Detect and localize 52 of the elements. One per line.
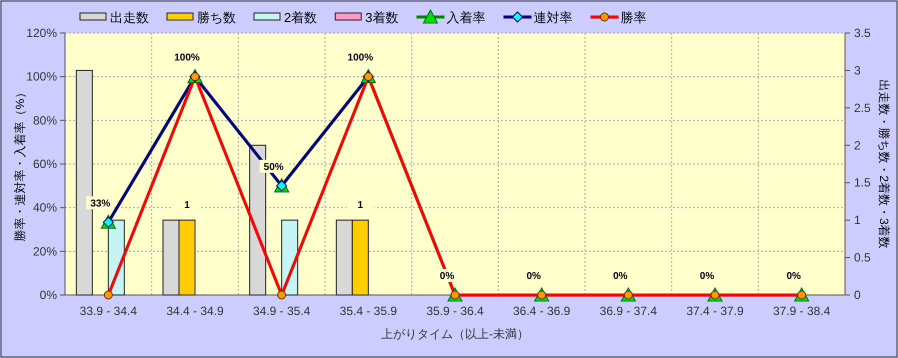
- data-label: 50%: [264, 162, 284, 173]
- x-tick-label: 35.4 - 35.9: [340, 304, 398, 318]
- legend-item: 入着率: [416, 8, 486, 25]
- legend-item: 勝ち数: [166, 10, 236, 25]
- data-label: 100%: [348, 52, 374, 64]
- y-axis-title: 勝率・連対率・入着率（%）: [13, 86, 27, 242]
- legend-item: 出走数: [80, 10, 149, 25]
- y-tick-label: 120%: [26, 26, 58, 40]
- legend-item: 3着数: [334, 10, 398, 25]
- y-tick-label: 20%: [32, 244, 58, 258]
- x-tick-label: 34.4 - 34.9: [166, 304, 224, 318]
- y2-tick-label: 0: [854, 288, 861, 302]
- y-tick-label: 80%: [32, 113, 58, 128]
- legend-label: 勝率: [620, 10, 646, 25]
- data-label: 33%: [90, 198, 110, 210]
- x-tick-label: 35.9 - 36.4: [426, 304, 484, 318]
- x-axis-title: 上がりタイム（以上-未満）: [381, 327, 529, 341]
- data-label: 0%: [526, 271, 541, 282]
- legend-label: 入着率: [446, 10, 486, 25]
- y2-tick-label: 1: [854, 213, 861, 228]
- y-tick-label: 60%: [32, 157, 58, 171]
- data-label: 0%: [440, 271, 454, 282]
- y-tick-label: 100%: [26, 70, 58, 84]
- legend-label: 出走数: [110, 10, 149, 25]
- data-label: 0%: [700, 271, 714, 282]
- y2-tick-label: 1.5: [854, 176, 872, 190]
- y-tick-label: 0%: [40, 288, 58, 302]
- x-tick-label: 36.9 - 37.4: [600, 304, 658, 318]
- data-label: 0%: [786, 271, 801, 282]
- y2-tick-label: 0.5: [854, 250, 872, 265]
- legend-item: 勝率: [590, 10, 646, 25]
- legend-label: 勝ち数: [197, 10, 236, 25]
- x-tick-label: 37.9 - 38.4: [772, 304, 831, 318]
- data-label: 1: [358, 200, 364, 212]
- legend-label: 連対率: [533, 10, 572, 25]
- legend-label: 2着数: [284, 10, 318, 25]
- data-label: 100%: [174, 52, 200, 64]
- x-tick-label: 37.4 - 37.9: [686, 304, 744, 318]
- y2-tick-label: 3: [854, 63, 861, 78]
- y-tick-label: 40%: [32, 200, 58, 215]
- y2-tick-label: 3.5: [854, 26, 872, 40]
- x-tick-label: 36.4 - 36.9: [512, 304, 571, 318]
- data-label: 1: [184, 200, 190, 212]
- y2-tick-label: 2: [854, 138, 861, 152]
- y2-axis-title: 出走数・勝ち数・2着数・3着数: [877, 79, 891, 249]
- data-label: 0%: [613, 271, 628, 282]
- y2-tick-label: 2.5: [854, 100, 872, 115]
- legend-item: 連対率: [503, 10, 572, 25]
- legend-item: 2着数: [254, 10, 318, 25]
- legend-label: 3着数: [365, 10, 398, 25]
- x-tick-label: 34.9 - 35.4: [252, 304, 311, 318]
- x-tick-label: 33.9 - 34.4: [80, 304, 138, 318]
